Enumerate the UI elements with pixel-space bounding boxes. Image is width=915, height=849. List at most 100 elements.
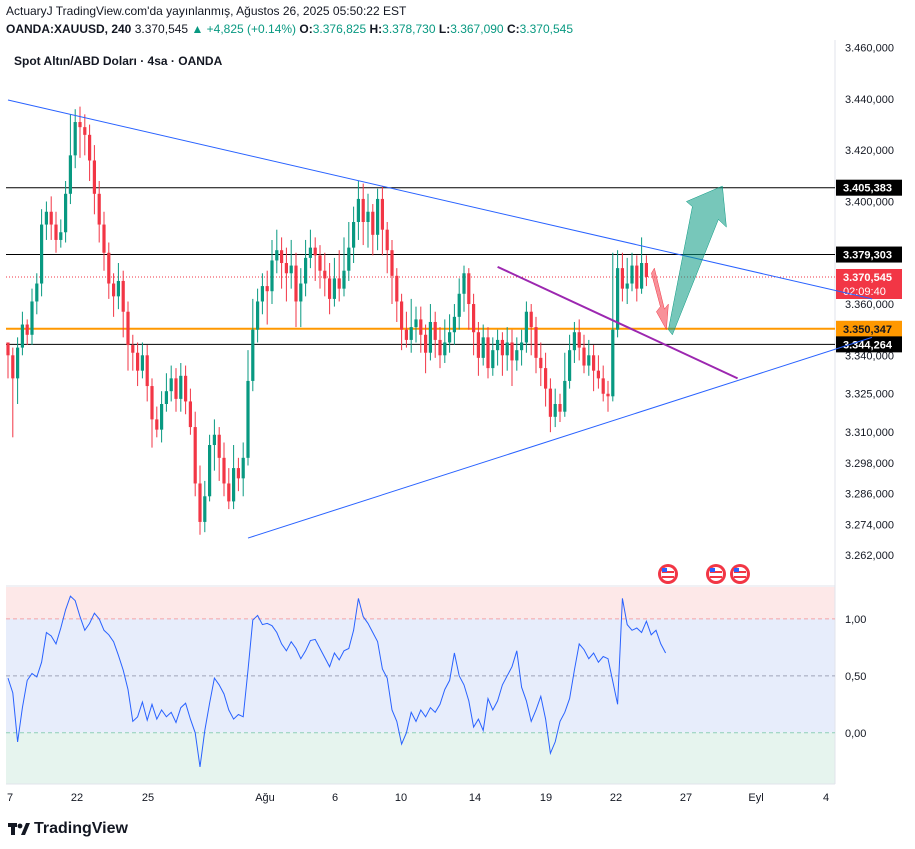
price-change: ▲ +4,825 (+0.14%) — [191, 22, 297, 36]
us-flag-canton — [662, 568, 667, 572]
candle — [448, 314, 452, 353]
high-value: 3.378,730 — [382, 22, 436, 36]
candle — [414, 306, 418, 343]
candle-body — [294, 265, 298, 302]
candle — [328, 263, 332, 315]
us-flag-canton — [734, 568, 739, 572]
candle — [20, 311, 24, 356]
candle-body — [419, 319, 423, 335]
open-value: 3.376,825 — [312, 22, 367, 36]
candle — [198, 465, 202, 535]
candle-body — [328, 278, 332, 299]
candle-body — [539, 357, 543, 369]
candle — [443, 319, 447, 363]
candle — [635, 255, 639, 302]
candle-body — [83, 127, 87, 135]
level-price-tag — [836, 246, 902, 263]
candle-body — [606, 393, 610, 397]
candle — [6, 342, 10, 379]
candle-body — [611, 329, 615, 397]
candle — [107, 242, 111, 299]
candle-body — [616, 268, 620, 330]
descending-resistance-line — [7, 99, 873, 300]
candle-body — [25, 324, 29, 335]
candle-body — [342, 270, 346, 289]
candle — [332, 257, 336, 307]
candle-body — [481, 337, 485, 358]
candle-body — [635, 265, 639, 289]
candle-body — [640, 263, 644, 289]
time-axis-tick: 27 — [680, 792, 692, 804]
time-axis-tick: 19 — [540, 792, 552, 804]
candle — [385, 222, 389, 274]
candle — [515, 337, 519, 371]
candle-body — [102, 224, 106, 253]
candle-body — [150, 386, 154, 420]
candle-body — [236, 468, 240, 479]
candle — [534, 316, 538, 374]
price-axis-tick: 3.440,000 — [845, 94, 894, 106]
us-flag-canton — [710, 568, 715, 572]
candle-body — [169, 378, 173, 392]
candle-body — [92, 160, 96, 194]
candle-body — [352, 222, 356, 248]
candle — [256, 288, 260, 343]
symbol-label[interactable]: OANDA:XAUUSD, 240 — [6, 22, 132, 36]
candle-body — [433, 321, 437, 340]
candle-body — [448, 332, 452, 343]
candle-body — [280, 250, 284, 264]
candle-body — [515, 350, 519, 361]
candle-body — [496, 339, 500, 351]
candle-body — [457, 293, 461, 317]
candle-body — [553, 404, 557, 417]
candle-body — [246, 380, 250, 458]
candle-body — [424, 334, 428, 353]
candle-body — [299, 283, 303, 302]
candle — [529, 304, 533, 356]
candle-body — [160, 404, 164, 430]
candle — [88, 124, 92, 181]
tradingview-logo[interactable]: TradingView — [8, 820, 128, 838]
candle-body — [577, 332, 581, 348]
candle-body — [529, 311, 533, 328]
candle-body — [164, 391, 168, 404]
level-price-tag — [836, 179, 902, 196]
candle-body — [112, 283, 116, 297]
open-label: O: — [299, 22, 313, 36]
candle — [520, 329, 524, 366]
candle — [596, 355, 600, 389]
time-axis-tick: 10 — [395, 792, 407, 804]
price-axis-tick: 3.286,000 — [845, 489, 894, 501]
candle-body — [476, 332, 480, 358]
candle-body — [414, 319, 418, 328]
time-axis-tick: 4 — [823, 792, 829, 804]
candle-body — [6, 342, 10, 356]
level-price-label: 3.405,383 — [843, 183, 892, 195]
candle-body — [179, 375, 183, 399]
candle-body — [308, 247, 312, 258]
price-axis-tick: 3.262,000 — [845, 550, 894, 562]
chart-legend-title: Spot Altın/ABD Doları · 4sa · OANDA — [14, 54, 223, 68]
candle-body — [97, 193, 101, 225]
candle — [428, 304, 432, 361]
candle — [611, 252, 615, 402]
osc-axis-tick: 0,00 — [845, 728, 866, 740]
price-axis-tick: 3.274,000 — [845, 519, 894, 531]
candle — [323, 252, 327, 297]
candle-body — [64, 193, 68, 233]
candle-body — [44, 211, 48, 225]
candle — [606, 380, 610, 412]
down-projection-arrow — [651, 267, 669, 331]
candle-body — [486, 337, 490, 369]
purple-downtrend-line — [497, 265, 739, 380]
candle — [582, 334, 586, 374]
candle — [361, 183, 365, 246]
candle — [246, 350, 250, 466]
candle-body — [558, 404, 562, 412]
candle-body — [380, 198, 384, 230]
up-projection-arrow — [668, 185, 727, 336]
candle — [150, 378, 154, 448]
candle — [419, 306, 423, 353]
price-axis-tick: 3.360,000 — [845, 299, 894, 311]
